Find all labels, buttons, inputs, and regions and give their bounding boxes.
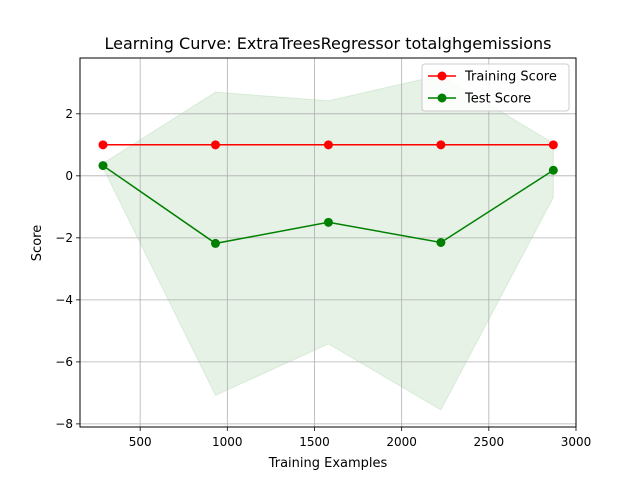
x-axis-label: Training Examples — [268, 456, 388, 471]
y-tick-label-2: −6 — [55, 355, 73, 369]
legend-entries: Training Score Test Score — [428, 70, 557, 107]
x-tick-label-4: 2000 — [386, 435, 417, 449]
point-series-1-5 — [548, 140, 558, 150]
point-series-2-3 — [323, 217, 333, 227]
y-tick-label-1: −8 — [55, 417, 73, 431]
point-series-2-1 — [98, 161, 108, 171]
x-tick-label-1: 500 — [129, 435, 152, 449]
x-tick-label-6: 3000 — [561, 435, 592, 449]
y-tick-label-3: −4 — [55, 293, 73, 307]
y-axis-label: Score — [30, 225, 45, 261]
legend-label-series-2: Test Score — [464, 92, 531, 107]
y-tick-label-4: −2 — [55, 231, 73, 245]
plot-frame — [79, 57, 577, 428]
legend-marker-series-1 — [437, 71, 447, 81]
y-tick-label-6: 2 — [65, 107, 73, 121]
legend-label-series-1: Training Score — [464, 70, 557, 85]
x-tick-label-5: 2500 — [474, 435, 505, 449]
legend: Training Score Test Score — [421, 63, 570, 112]
series-markers — [98, 140, 558, 248]
point-series-1-3 — [323, 140, 333, 150]
point-series-1-1 — [98, 140, 108, 150]
legend-marker-series-2 — [437, 93, 447, 103]
point-series-1-4 — [436, 140, 446, 150]
band-series-2 — [102, 74, 554, 411]
x-tick-label-3: 1500 — [299, 435, 330, 449]
chart-title: Learning Curve: ExtraTreesRegressor tota… — [104, 34, 551, 53]
axes — [76, 57, 577, 431]
point-series-1-2 — [210, 140, 220, 150]
grid-lines — [80, 58, 577, 427]
point-series-2-2 — [210, 238, 220, 248]
tick-labels: 500 1000 1500 2000 2500 3000 −8 −6 −4 −2 0 2 — [55, 107, 591, 449]
x-tick-label-2: 1000 — [212, 435, 243, 449]
y-tick-label-5: 0 — [65, 169, 73, 183]
point-series-2-4 — [436, 238, 446, 247]
point-series-2-5 — [548, 165, 558, 175]
legend-frame — [421, 63, 570, 112]
